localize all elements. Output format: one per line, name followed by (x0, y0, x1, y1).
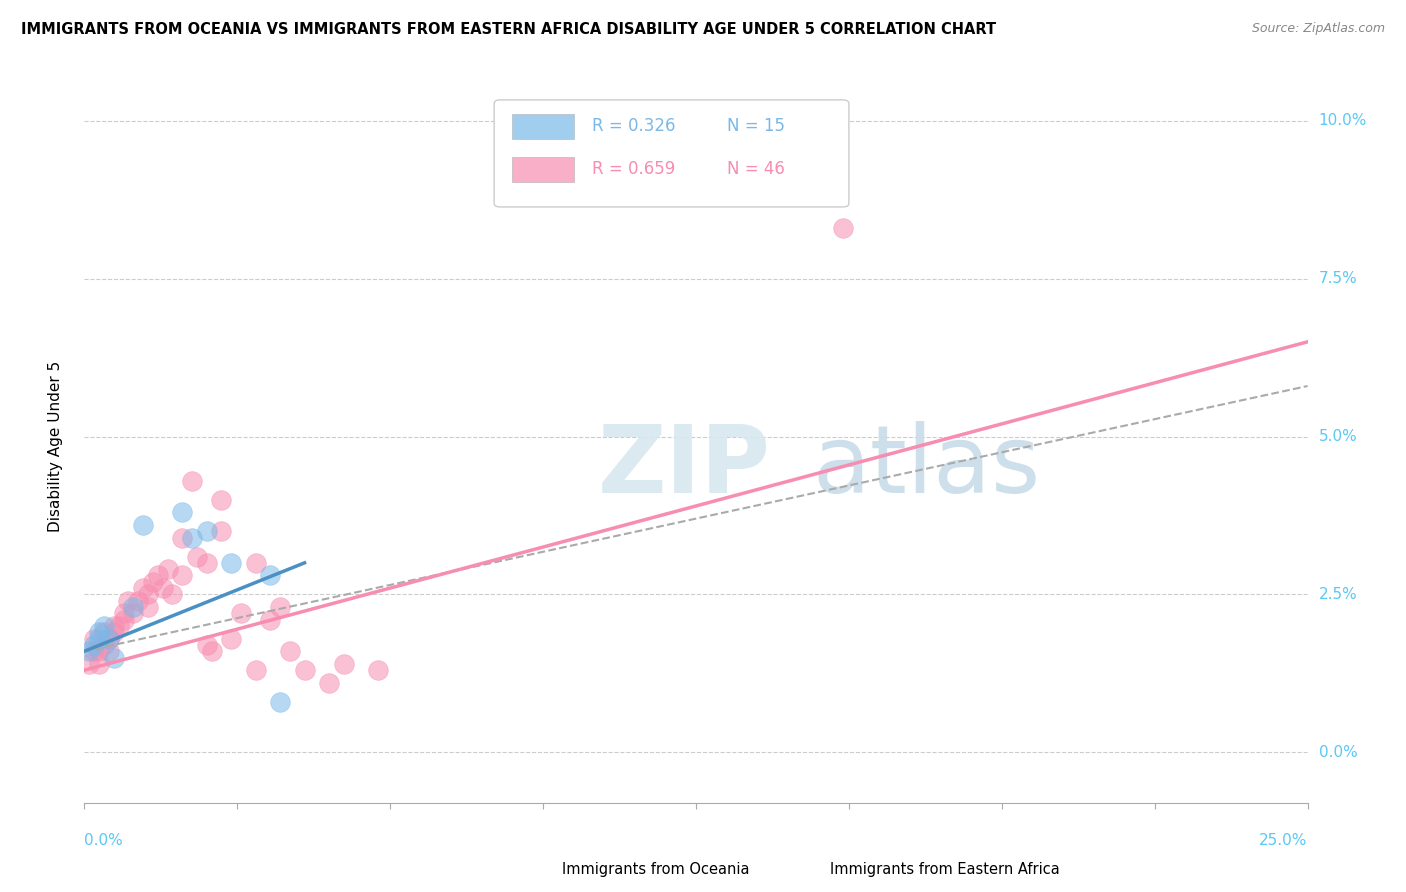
Point (186, 549, 208, 564)
Point (93, 619, 115, 633)
Text: 10.0%: 10.0% (1319, 113, 1367, 128)
Point (146, 568, 169, 582)
Text: atlas: atlas (813, 421, 1040, 514)
FancyBboxPatch shape (512, 157, 574, 182)
Point (245, 663, 267, 677)
Point (278, 644, 301, 658)
Text: R = 0.326: R = 0.326 (592, 118, 675, 136)
Point (195, 556, 218, 570)
Point (172, 505, 194, 519)
Point (83, 632, 105, 646)
Point (332, 657, 354, 671)
Point (136, 587, 159, 601)
Point (93, 625, 115, 640)
Point (195, 524, 218, 539)
Point (181, 531, 204, 545)
Text: 0.0%: 0.0% (1319, 745, 1357, 760)
Point (209, 524, 232, 539)
FancyBboxPatch shape (512, 114, 574, 139)
Text: 7.5%: 7.5% (1319, 271, 1357, 286)
Point (172, 531, 194, 545)
Y-axis label: Disability Age Under 5: Disability Age Under 5 (48, 360, 63, 532)
Point (87, 632, 110, 646)
Text: Immigrants from Oceania: Immigrants from Oceania (562, 863, 749, 877)
Point (831, 221, 853, 235)
Point (97, 632, 120, 646)
Point (245, 556, 267, 570)
Text: IMMIGRANTS FROM OCEANIA VS IMMIGRANTS FROM EASTERN AFRICA DISABILITY AGE UNDER 5: IMMIGRANTS FROM OCEANIA VS IMMIGRANTS FR… (21, 22, 997, 37)
Text: Immigrants from Eastern Africa: Immigrants from Eastern Africa (830, 863, 1059, 877)
Point (136, 600, 159, 615)
Text: R = 0.659: R = 0.659 (592, 161, 675, 178)
Point (269, 695, 291, 709)
Point (103, 625, 125, 640)
Point (259, 568, 281, 582)
Point (97, 632, 120, 646)
Point (87, 625, 110, 640)
Point (229, 607, 252, 621)
FancyBboxPatch shape (494, 100, 849, 207)
Point (83, 644, 105, 658)
Point (87, 644, 110, 658)
Point (107, 619, 129, 633)
Point (172, 568, 194, 582)
Point (219, 556, 242, 570)
Point (195, 638, 218, 652)
Point (117, 593, 139, 607)
Text: N = 15: N = 15 (727, 118, 785, 136)
Point (103, 650, 125, 665)
Point (97, 644, 120, 658)
Text: 0.0%: 0.0% (84, 833, 124, 848)
Point (142, 574, 165, 589)
Text: Source: ZipAtlas.com: Source: ZipAtlas.com (1251, 22, 1385, 36)
Point (87, 657, 110, 671)
Text: ZIP: ZIP (598, 421, 770, 514)
Point (367, 663, 389, 677)
Point (77, 644, 100, 658)
Point (103, 619, 125, 633)
Point (122, 607, 145, 621)
Point (318, 675, 340, 690)
Point (83, 638, 105, 652)
Point (219, 632, 242, 646)
Point (209, 492, 232, 507)
Point (269, 600, 291, 615)
Text: 25.0%: 25.0% (1260, 833, 1308, 848)
Point (294, 663, 316, 677)
Point (181, 474, 204, 488)
Text: N = 46: N = 46 (727, 161, 785, 178)
Point (122, 600, 145, 615)
Point (132, 581, 155, 595)
Point (156, 562, 179, 576)
Point (93, 638, 115, 652)
Text: 5.0%: 5.0% (1319, 429, 1357, 444)
Point (162, 587, 184, 601)
Point (152, 581, 174, 595)
Point (112, 607, 135, 621)
Point (127, 593, 149, 607)
Point (259, 613, 281, 627)
Point (132, 517, 155, 532)
Point (200, 644, 222, 658)
Text: 2.5%: 2.5% (1319, 587, 1357, 602)
Point (112, 613, 135, 627)
Point (77, 657, 100, 671)
